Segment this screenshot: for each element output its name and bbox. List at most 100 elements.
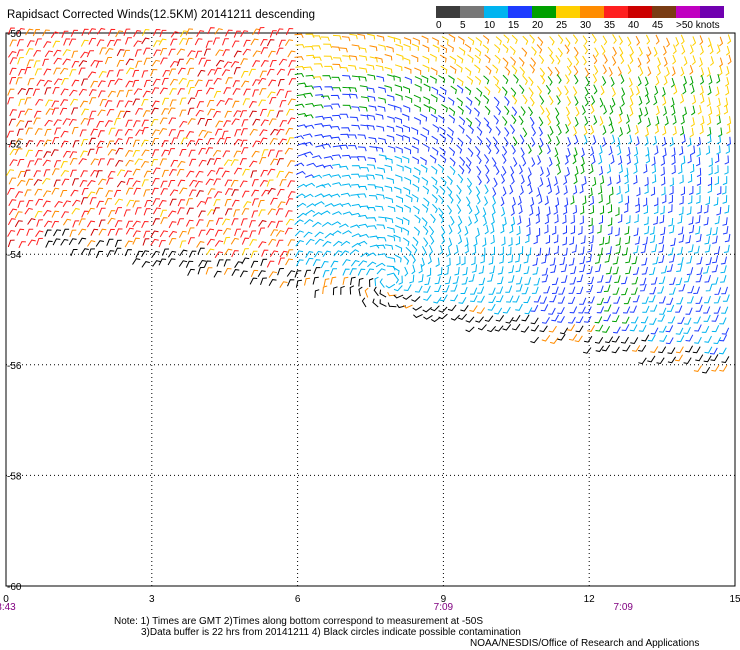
wind-barb bbox=[53, 67, 61, 75]
wind-barb bbox=[304, 218, 314, 225]
wind-barb bbox=[205, 267, 213, 275]
wind-barb bbox=[252, 79, 260, 87]
wind-barb bbox=[160, 217, 168, 225]
wind-barb bbox=[466, 156, 472, 167]
colorbar-label: 25 bbox=[556, 20, 568, 31]
wind-barb bbox=[44, 229, 52, 237]
wind-barb bbox=[250, 260, 259, 268]
wind-barb bbox=[598, 145, 603, 155]
wind-barb bbox=[666, 304, 675, 312]
wind-barb bbox=[141, 127, 149, 135]
wind-barb bbox=[649, 317, 657, 325]
wind-barb bbox=[635, 85, 640, 96]
wind-barb bbox=[305, 251, 314, 258]
wind-barb bbox=[602, 35, 608, 46]
wind-barb bbox=[170, 137, 178, 145]
wind-barb bbox=[429, 234, 435, 245]
wind-barb bbox=[532, 257, 538, 266]
wind-barb bbox=[591, 154, 596, 165]
wind-barb bbox=[450, 215, 455, 226]
wind-barb bbox=[377, 105, 386, 112]
wind-barb bbox=[81, 188, 89, 196]
wind-barb bbox=[568, 316, 576, 324]
wind-barb bbox=[595, 324, 604, 332]
wind-barb bbox=[493, 115, 499, 125]
wind-barb bbox=[179, 120, 188, 128]
wind-barb bbox=[34, 158, 42, 166]
wind-barb bbox=[357, 146, 367, 152]
wind-barb bbox=[583, 134, 588, 145]
wind-barb bbox=[678, 164, 683, 175]
wind-barb bbox=[323, 43, 333, 49]
wind-barb bbox=[314, 289, 320, 298]
wind-barb bbox=[695, 226, 701, 235]
wind-barb bbox=[239, 180, 248, 188]
wind-barb bbox=[106, 158, 115, 166]
wind-barb bbox=[233, 30, 241, 38]
wind-barb bbox=[442, 285, 450, 293]
wind-barb bbox=[276, 47, 284, 55]
wind-barb bbox=[71, 199, 81, 207]
wind-barb bbox=[261, 189, 270, 197]
wind-barb bbox=[366, 268, 374, 276]
wind-barb bbox=[575, 106, 580, 117]
wind-barb bbox=[141, 220, 149, 229]
wind-barb bbox=[233, 167, 242, 175]
wind-barb bbox=[270, 128, 279, 136]
wind-barb bbox=[366, 124, 375, 131]
wind-barb bbox=[431, 194, 438, 204]
wind-barb bbox=[43, 80, 53, 87]
wind-barb bbox=[714, 287, 722, 295]
wind-barb bbox=[566, 147, 571, 158]
wind-barb bbox=[512, 314, 521, 322]
wind-barb bbox=[295, 103, 305, 108]
wind-barb bbox=[458, 47, 466, 56]
wind-barb bbox=[723, 244, 730, 253]
wind-barb bbox=[351, 212, 362, 217]
wind-barb bbox=[601, 344, 611, 352]
wind-barb bbox=[679, 126, 685, 136]
wind-barb bbox=[113, 118, 121, 126]
wind-barb bbox=[342, 75, 351, 80]
wind-barb bbox=[618, 194, 623, 204]
wind-barb bbox=[7, 27, 15, 35]
wind-barb bbox=[539, 95, 545, 105]
wind-barb bbox=[68, 38, 77, 46]
wind-barb bbox=[458, 234, 463, 245]
wind-barb bbox=[240, 139, 248, 147]
wind-barb bbox=[586, 284, 594, 293]
wind-barb bbox=[601, 76, 607, 86]
wind-barb bbox=[412, 183, 420, 192]
wind-barb bbox=[603, 314, 612, 322]
wind-barb bbox=[132, 180, 141, 187]
wind-barb bbox=[519, 84, 525, 94]
wind-barb bbox=[529, 116, 535, 127]
wind-barb bbox=[376, 244, 386, 250]
wind-barb bbox=[439, 245, 444, 255]
wind-barb bbox=[395, 133, 404, 141]
wind-barb bbox=[613, 326, 621, 334]
wind-barb bbox=[549, 125, 554, 136]
wind-barb bbox=[180, 137, 188, 145]
wind-barb bbox=[340, 250, 350, 257]
wind-barb bbox=[643, 205, 649, 215]
wind-barb bbox=[421, 75, 429, 83]
wind-barb bbox=[107, 217, 116, 225]
wind-barb bbox=[511, 34, 518, 44]
lon-label: 0 bbox=[3, 594, 9, 605]
wind-barb bbox=[14, 211, 23, 219]
wind-barb bbox=[431, 37, 439, 45]
wind-barb bbox=[188, 149, 196, 157]
wind-barb bbox=[87, 28, 96, 35]
wind-barb bbox=[250, 269, 259, 278]
wind-barb bbox=[53, 57, 62, 65]
wind-barb bbox=[113, 189, 122, 197]
wind-barb bbox=[638, 344, 647, 352]
wind-barb bbox=[97, 80, 106, 88]
colorbar-swatch bbox=[484, 6, 508, 18]
wind-barb bbox=[449, 55, 457, 64]
wind-barb bbox=[312, 56, 322, 61]
wind-barb bbox=[187, 107, 195, 116]
wind-barb bbox=[629, 45, 634, 56]
